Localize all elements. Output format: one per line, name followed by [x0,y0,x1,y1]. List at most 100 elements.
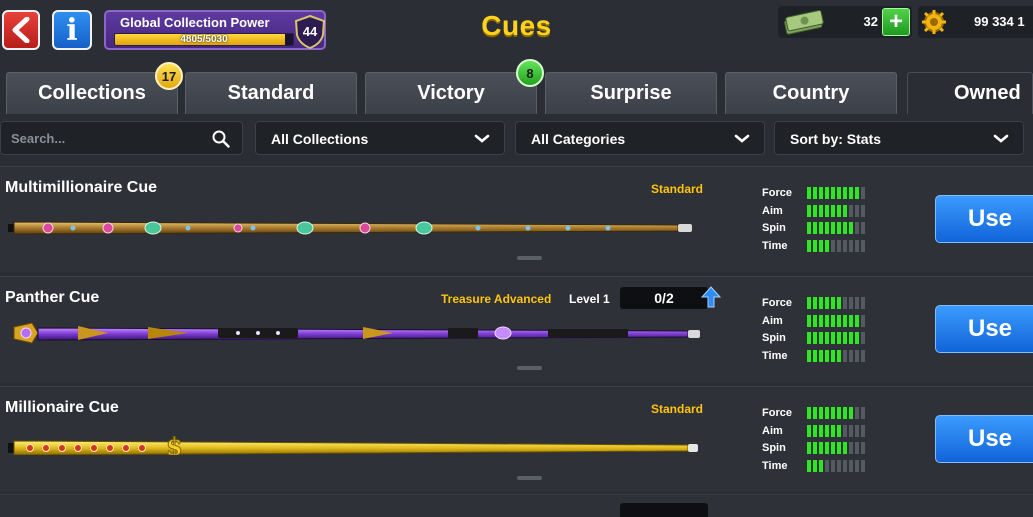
use-button[interactable]: Use [935,415,1033,463]
stat-segment [855,239,859,252]
cash-panel: 32 + [778,6,912,38]
stat-segment [855,424,859,437]
stat-segment [861,314,865,327]
force-bar [807,187,865,199]
cue-row-panther[interactable]: Panther Cue Treasure Advanced Level 1 0/… [0,276,1033,382]
add-cash-button[interactable]: + [882,8,910,36]
stat-segment [807,349,811,362]
stat-segment [831,187,835,199]
multimillionaire-cue-image [8,221,692,235]
tab-label: Country [772,82,850,104]
back-button[interactable] [2,10,40,50]
tab-surprise[interactable]: Surprise [545,72,717,114]
row-divider-handle [517,256,542,260]
stat-force: Force [762,185,872,203]
stat-label: Time [762,349,788,362]
stat-segment [849,297,853,309]
spin-bar [807,332,865,344]
spin-bar [807,442,865,454]
categories-dropdown-value: All Categories [531,131,626,147]
stat-segment [807,424,811,437]
stat-segment [837,424,841,437]
use-button[interactable]: Use [935,305,1033,353]
stat-segment [813,459,817,472]
stat-segment [807,222,811,234]
sort-dropdown[interactable]: Sort by: Stats [774,121,1024,155]
stat-label: Spin [762,332,786,344]
stat-label: Aim [762,424,783,437]
stat-segment [813,349,817,362]
collections-dropdown[interactable]: All Collections [255,121,505,155]
tab-victory[interactable]: Victory [365,72,537,114]
categories-dropdown[interactable]: All Categories [515,121,765,155]
stat-label: Force [762,297,792,309]
time-bar [807,239,865,252]
stat-segment [843,407,847,419]
tab-label: Standard [227,82,315,104]
stat-segment [807,204,811,217]
stat-segment [825,332,829,344]
stat-segment [819,332,823,344]
stat-segment [825,424,829,437]
cue-name: Panther Cue [5,289,100,306]
chevron-down-icon [993,134,1009,143]
tab-collections[interactable]: Collections [6,72,178,114]
stat-segment [861,332,865,344]
stat-segment [831,314,835,327]
info-button[interactable]: i [52,10,92,50]
coins-panel: 99 334 1 [918,6,1033,38]
top-bar: i Global Collection Power 4805/5030 44 C… [0,0,1033,62]
stat-segment [843,222,847,234]
collection-power-panel[interactable]: Global Collection Power 4805/5030 44 [104,10,326,50]
collections-dropdown-value: All Collections [271,131,369,147]
cue-row-multimillionaire[interactable]: Multimillionaire Cue Standard Force Aim … [0,166,1033,272]
stat-segment [807,297,811,309]
search-icon[interactable] [212,130,230,148]
stat-segment [831,349,835,362]
cue-stats: Force Aim Spin Time [762,185,872,255]
stat-time: Time [762,348,872,366]
collection-power-label: Global Collection Power [120,15,270,30]
force-bar [807,297,865,309]
upgrade-arrow-icon[interactable] [701,286,721,308]
stat-segment [819,204,823,217]
stat-force: Force [762,405,872,423]
stat-segment [849,314,853,327]
stat-segment [837,442,841,454]
stat-segment [843,459,847,472]
stat-segment [825,314,829,327]
back-arrow-icon [12,17,30,43]
chevron-down-icon [734,134,750,143]
stat-segment [813,314,817,327]
stat-segment [819,314,823,327]
stat-segment [861,407,865,419]
tab-label: Collections [38,82,146,104]
stat-segment [855,187,859,199]
stat-segment [843,187,847,199]
stat-segment [837,314,841,327]
stat-segment [861,424,865,437]
stat-segment [843,332,847,344]
stat-label: Time [762,459,788,472]
tab-country[interactable]: Country [725,72,897,114]
stat-segment [861,204,865,217]
stat-segment [837,407,841,419]
stat-segment [813,297,817,309]
tab-standard[interactable]: Standard [185,72,357,114]
stat-label: Spin [762,442,786,454]
stat-segment [861,239,865,252]
stat-segment [813,222,817,234]
stat-segment [819,222,823,234]
stat-segment [807,459,811,472]
stat-segment [855,204,859,217]
cue-row-millionaire[interactable]: Millionaire Cue Standard $ Force Aim Spi… [0,386,1033,492]
use-button[interactable]: Use [935,195,1033,243]
stat-segment [825,239,829,252]
stat-segment [861,442,865,454]
cash-icon [784,10,824,35]
stat-segment [825,187,829,199]
search-input[interactable] [11,122,201,154]
cue-row-partial[interactable] [0,494,1033,517]
stat-segment [843,349,847,362]
tab-owned[interactable]: Owned [907,72,1033,114]
